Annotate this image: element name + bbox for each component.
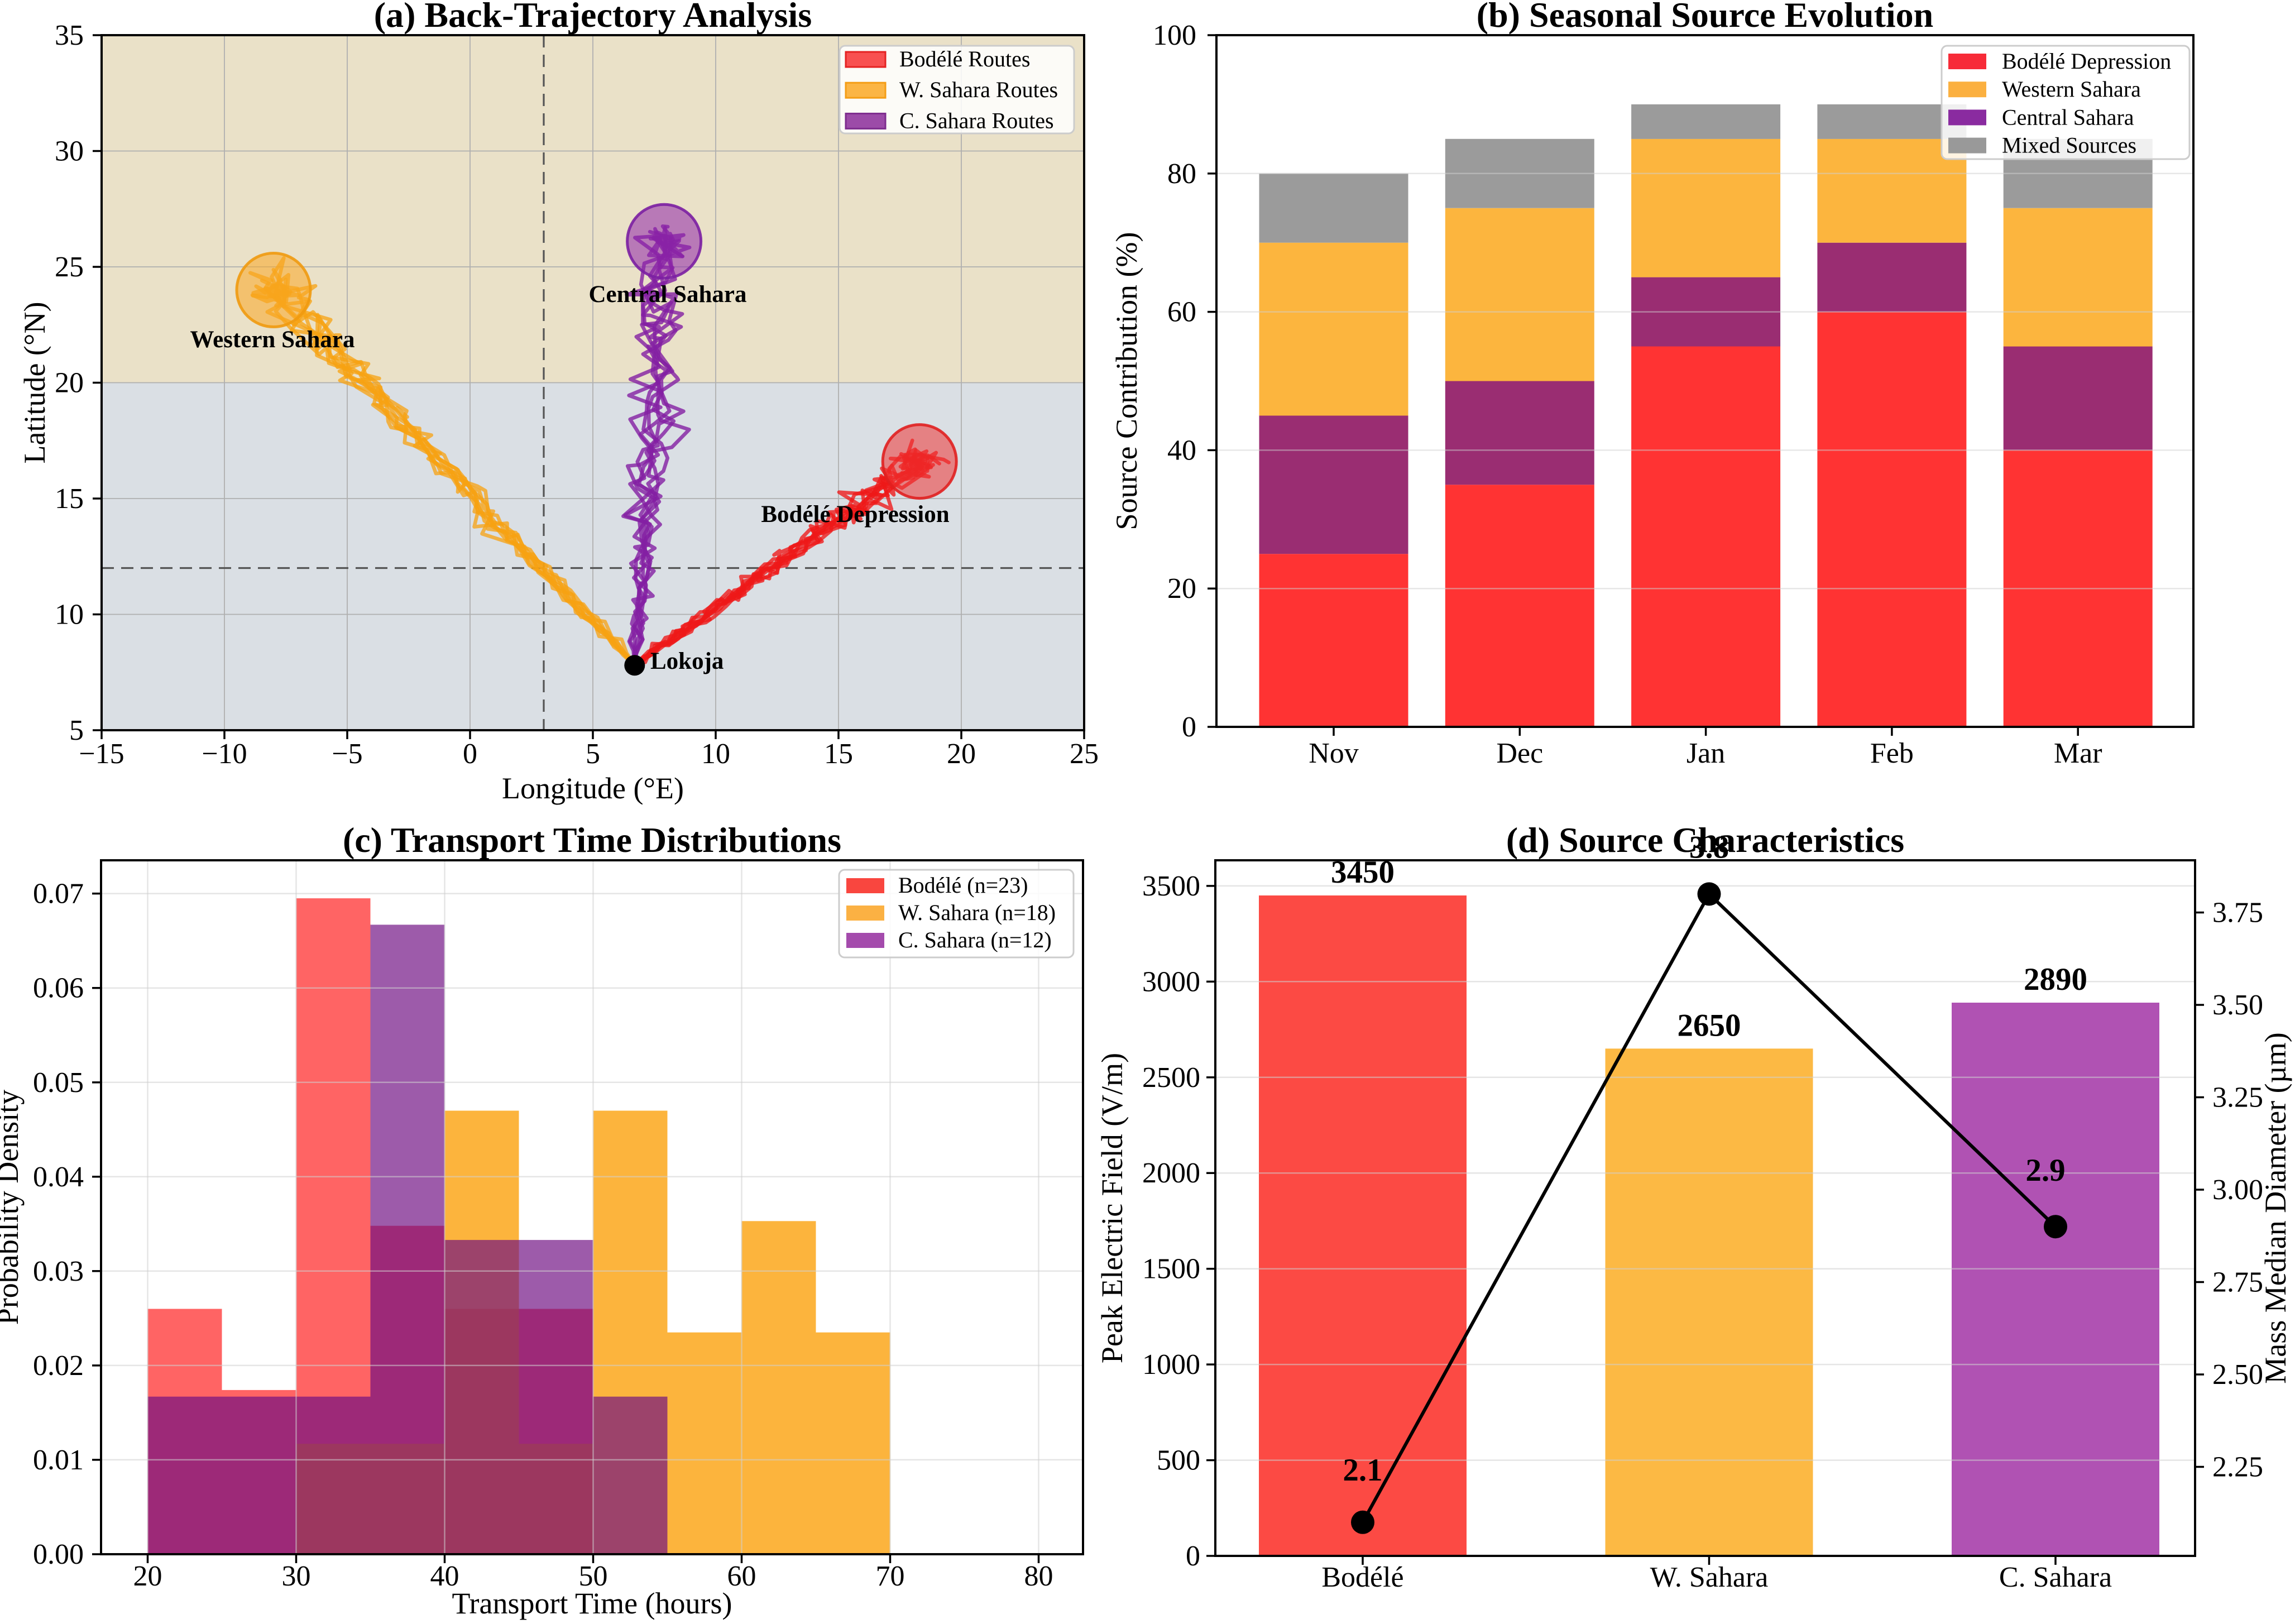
svg-text:0: 0: [1186, 1540, 1200, 1572]
svg-text:25: 25: [55, 251, 84, 283]
svg-text:500: 500: [1157, 1445, 1200, 1477]
svg-text:Peak Electric Field (V/m): Peak Electric Field (V/m): [1095, 1053, 1129, 1363]
svg-text:3500: 3500: [1142, 870, 1200, 902]
svg-text:(a) Back-Trajectory Analysis: (a) Back-Trajectory Analysis: [374, 0, 812, 35]
svg-text:2890: 2890: [2024, 962, 2087, 997]
svg-text:Western Sahara: Western Sahara: [2002, 76, 2141, 102]
svg-text:0.04: 0.04: [33, 1161, 84, 1193]
svg-text:80: 80: [1167, 158, 1196, 190]
svg-text:W. Sahara Routes: W. Sahara Routes: [899, 77, 1058, 102]
svg-text:C. Sahara: C. Sahara: [1999, 1561, 2112, 1593]
svg-text:Bodélé Depression: Bodélé Depression: [2002, 49, 2171, 74]
svg-text:3.00: 3.00: [2212, 1174, 2263, 1206]
svg-text:Central Sahara: Central Sahara: [2002, 104, 2134, 130]
svg-text:30: 30: [282, 1560, 311, 1592]
svg-text:0.05: 0.05: [33, 1067, 84, 1099]
svg-text:(d) Source Characteristics: (d) Source Characteristics: [1506, 820, 1904, 860]
svg-text:3000: 3000: [1142, 966, 1200, 998]
svg-text:Jan: Jan: [1686, 737, 1725, 769]
svg-text:Probability Density: Probability Density: [0, 1090, 25, 1325]
svg-text:3.25: 3.25: [2212, 1082, 2263, 1114]
svg-text:20: 20: [947, 738, 976, 770]
svg-text:Bodélé: Bodélé: [1321, 1561, 1403, 1593]
svg-text:Bodélé Routes: Bodélé Routes: [899, 46, 1030, 71]
svg-text:50: 50: [579, 1560, 608, 1592]
svg-text:Source Contribution (%): Source Contribution (%): [1110, 232, 1143, 530]
svg-text:20: 20: [55, 367, 84, 399]
svg-text:−5: −5: [332, 738, 362, 770]
svg-text:0.01: 0.01: [33, 1444, 84, 1476]
svg-text:Mixed Sources: Mixed Sources: [2002, 133, 2136, 158]
svg-text:Mass Median Diameter (µm): Mass Median Diameter (µm): [2259, 1032, 2292, 1383]
svg-text:2500: 2500: [1142, 1062, 1200, 1094]
svg-text:5: 5: [586, 738, 600, 770]
svg-text:1000: 1000: [1142, 1349, 1200, 1381]
svg-text:20: 20: [133, 1560, 162, 1592]
svg-text:3.8: 3.8: [1689, 830, 1729, 865]
svg-text:Latitude (°N): Latitude (°N): [18, 302, 51, 464]
svg-text:35: 35: [55, 20, 84, 51]
svg-text:80: 80: [1024, 1560, 1053, 1592]
svg-text:C. Sahara (n=12): C. Sahara (n=12): [898, 927, 1052, 952]
svg-text:0.00: 0.00: [33, 1539, 84, 1570]
svg-text:0: 0: [1182, 711, 1196, 743]
svg-text:2650: 2650: [1678, 1008, 1741, 1043]
svg-text:10: 10: [55, 599, 84, 631]
svg-text:20: 20: [1167, 573, 1196, 605]
svg-text:Bodélé Depression: Bodélé Depression: [761, 501, 949, 528]
svg-text:60: 60: [1167, 296, 1196, 328]
svg-text:40: 40: [1167, 434, 1196, 466]
svg-text:25: 25: [1070, 738, 1099, 770]
svg-text:Feb: Feb: [1870, 737, 1914, 769]
svg-text:Dec: Dec: [1496, 737, 1543, 769]
svg-text:W. Sahara: W. Sahara: [1650, 1561, 1769, 1593]
svg-text:Nov: Nov: [1309, 737, 1359, 769]
svg-text:Transport Time (hours): Transport Time (hours): [452, 1587, 732, 1620]
svg-text:0.06: 0.06: [33, 973, 84, 1004]
svg-text:Mar: Mar: [2054, 737, 2102, 769]
svg-text:Bodélé (n=23): Bodélé (n=23): [898, 873, 1028, 898]
svg-text:15: 15: [824, 738, 853, 770]
svg-text:Central Sahara: Central Sahara: [588, 281, 746, 308]
svg-text:3.50: 3.50: [2212, 989, 2263, 1021]
svg-text:5: 5: [69, 715, 84, 746]
svg-text:60: 60: [727, 1560, 756, 1592]
svg-text:100: 100: [1153, 20, 1196, 51]
svg-text:10: 10: [701, 738, 730, 770]
svg-text:2.50: 2.50: [2212, 1359, 2263, 1391]
svg-text:2.1: 2.1: [1343, 1453, 1382, 1488]
svg-text:−10: −10: [202, 738, 247, 770]
svg-text:30: 30: [55, 136, 84, 167]
svg-text:2.9: 2.9: [2025, 1153, 2065, 1188]
svg-text:2000: 2000: [1142, 1157, 1200, 1189]
svg-text:(b) Seasonal Source Evolution: (b) Seasonal Source Evolution: [1477, 0, 1934, 35]
svg-text:70: 70: [876, 1560, 905, 1592]
svg-text:40: 40: [430, 1560, 459, 1592]
svg-text:0.02: 0.02: [33, 1350, 84, 1382]
svg-text:Lokoja: Lokoja: [650, 648, 724, 674]
svg-text:(c) Transport Time Distributio: (c) Transport Time Distributions: [343, 820, 841, 860]
svg-text:−15: −15: [79, 738, 124, 770]
svg-text:C. Sahara Routes: C. Sahara Routes: [899, 108, 1054, 133]
svg-text:1500: 1500: [1142, 1253, 1200, 1285]
svg-text:0: 0: [463, 738, 477, 770]
svg-text:2.75: 2.75: [2212, 1267, 2263, 1299]
svg-text:Longitude (°E): Longitude (°E): [502, 772, 684, 805]
svg-text:2.25: 2.25: [2212, 1451, 2263, 1483]
svg-text:3.75: 3.75: [2212, 897, 2263, 929]
svg-text:0.07: 0.07: [33, 878, 84, 910]
svg-text:15: 15: [55, 483, 84, 515]
svg-text:0.03: 0.03: [33, 1256, 84, 1287]
svg-text:Western Sahara: Western Sahara: [190, 327, 354, 353]
svg-text:W. Sahara (n=18): W. Sahara (n=18): [898, 900, 1056, 925]
